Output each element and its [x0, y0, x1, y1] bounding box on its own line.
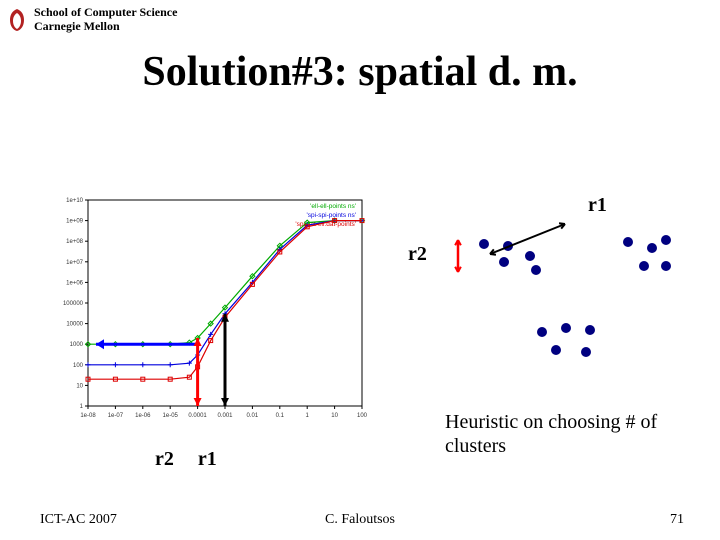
svg-text:1e+07: 1e+07 — [66, 260, 84, 266]
svg-text:10: 10 — [76, 383, 83, 389]
cmu-logo-icon — [6, 7, 28, 33]
header-line1: School of Computer Science — [34, 6, 177, 20]
svg-text:1: 1 — [80, 404, 84, 410]
slide: School of Computer Science Carnegie Mell… — [0, 0, 720, 540]
header-line2: Carnegie Mellon — [34, 20, 177, 34]
header: School of Computer Science Carnegie Mell… — [6, 6, 177, 34]
svg-text:1: 1 — [306, 413, 310, 419]
svg-text:1e-05: 1e-05 — [163, 413, 179, 419]
r1-below-chart: r1 — [198, 448, 217, 471]
svg-text:10000: 10000 — [66, 322, 83, 328]
svg-text:1e-07: 1e-07 — [108, 413, 124, 419]
page-title: Solution#3: spatial d. m. — [0, 48, 720, 96]
svg-text:0.1: 0.1 — [276, 413, 285, 419]
r2-label: r2 — [408, 243, 427, 266]
svg-text:100000: 100000 — [63, 301, 84, 307]
footer-center: C. Faloutsos — [0, 512, 720, 528]
svg-text:1e-08: 1e-08 — [80, 413, 96, 419]
chart-svg: 1e-08 1e-07 1e-06 1e-05 0.0001 0.001 0.01 0.1 1 1… — [40, 190, 370, 430]
header-text: School of Computer Science Carnegie Mell… — [34, 6, 177, 34]
log-log-chart: 1e-08 1e-07 1e-06 1e-05 0.0001 0.001 0.01 0.1 1 1… — [40, 190, 370, 430]
cluster-diagram — [430, 200, 690, 365]
svg-text:1e-06: 1e-06 — [135, 413, 151, 419]
cluster-svg — [430, 200, 690, 365]
svg-text:'spi-spi-points ns': 'spi-spi-points ns' — [307, 212, 356, 219]
svg-text:0.001: 0.001 — [217, 413, 233, 419]
svg-text:0.0001: 0.0001 — [188, 413, 207, 419]
svg-text:0.01: 0.01 — [247, 413, 259, 419]
svg-text:100: 100 — [357, 413, 368, 419]
svg-text:10: 10 — [331, 413, 338, 419]
svg-text:1e+09: 1e+09 — [66, 219, 84, 225]
r2-below-chart: r2 — [155, 448, 174, 471]
svg-text:1e+06: 1e+06 — [66, 280, 84, 286]
svg-text:100: 100 — [73, 363, 84, 369]
svg-text:1e+10: 1e+10 — [66, 198, 84, 204]
r2-r1-labels: r2 r1 — [155, 448, 217, 471]
svg-text:1000: 1000 — [70, 342, 84, 348]
svg-text:'ell-ell-points ns': 'ell-ell-points ns' — [310, 203, 356, 210]
svg-text:1e+08: 1e+08 — [66, 239, 84, 245]
footer-right: 71 — [670, 512, 684, 528]
heuristic-text: Heuristic on choosing # of clusters — [445, 410, 695, 458]
